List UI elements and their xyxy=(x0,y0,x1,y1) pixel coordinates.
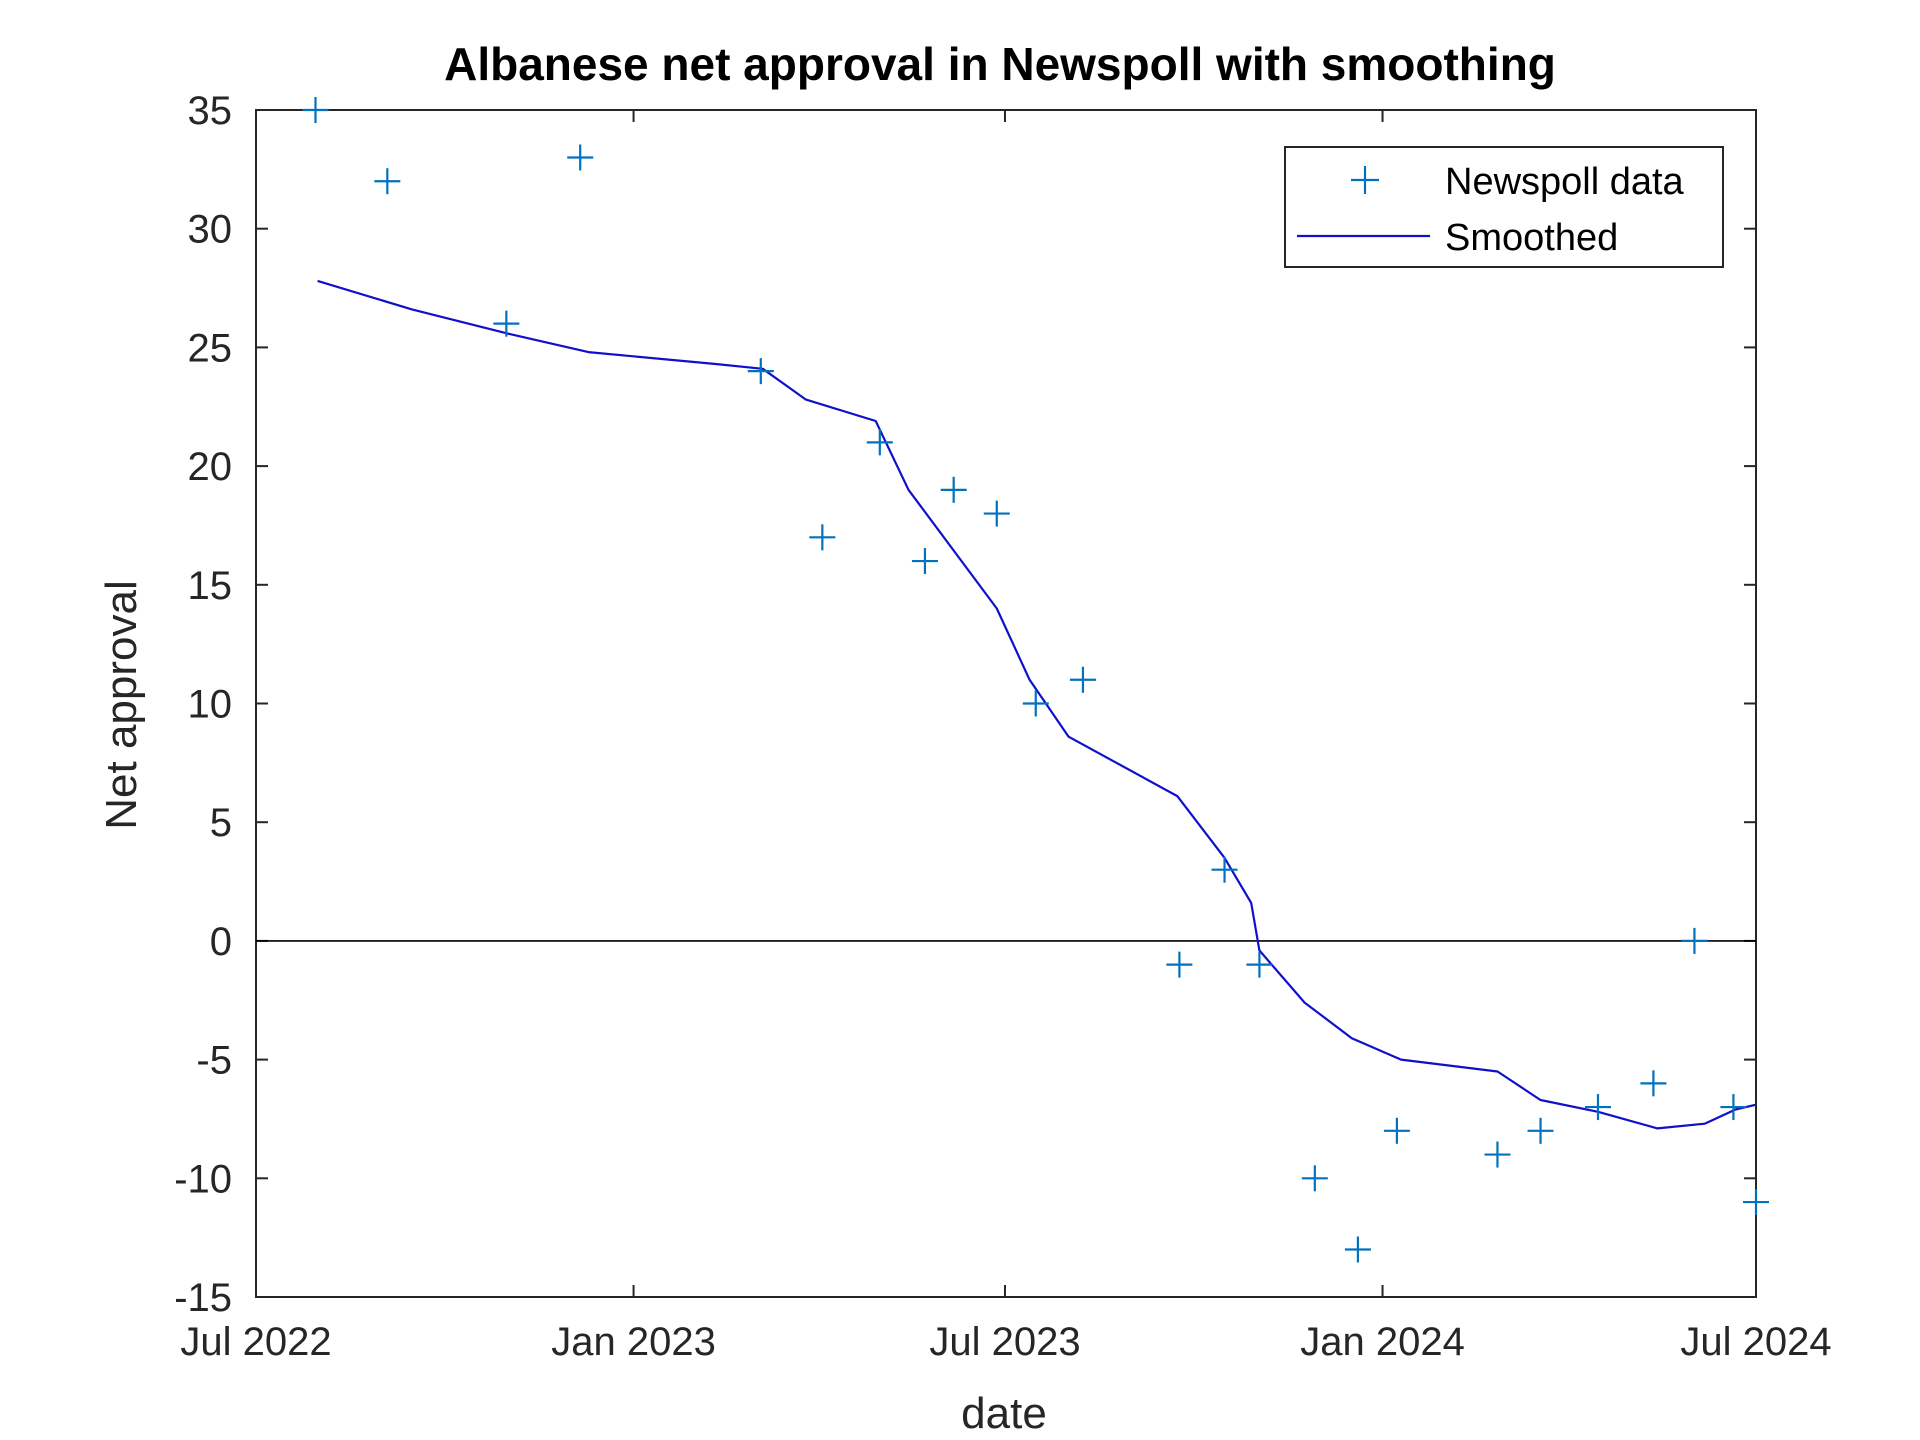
legend-entry-smoothed: Smoothed xyxy=(1297,217,1618,259)
data-point-marker xyxy=(1720,1094,1747,1121)
data-point-marker xyxy=(374,168,401,195)
data-point-marker xyxy=(809,524,836,551)
data-point-marker xyxy=(1022,690,1049,717)
x-tick-label: Jul 2022 xyxy=(180,1320,331,1364)
data-point-marker xyxy=(567,144,594,171)
data-point-marker xyxy=(866,429,893,456)
legend: Newspoll data Smoothed xyxy=(1284,146,1724,268)
data-point-marker xyxy=(302,97,329,123)
y-tick-label: 15 xyxy=(188,564,233,608)
x-tick-label: Jan 2023 xyxy=(551,1320,716,1364)
x-tick-label: Jul 2023 xyxy=(929,1320,1080,1364)
y-tick-label: 10 xyxy=(188,683,233,727)
data-point-marker xyxy=(1344,1236,1371,1263)
data-point-marker xyxy=(983,500,1010,527)
legend-label-newspoll-data: Newspoll data xyxy=(1445,161,1685,203)
data-point-marker xyxy=(747,358,774,385)
y-tick-label: 20 xyxy=(188,445,233,489)
legend-entry-newspoll-data: Newspoll data xyxy=(1351,161,1685,203)
x-axis-label: date xyxy=(961,1389,1047,1438)
y-tick-label: 0 xyxy=(210,920,232,964)
data-point-marker xyxy=(1640,1070,1667,1097)
y-tick-label: 25 xyxy=(188,326,233,370)
legend-label-smoothed: Smoothed xyxy=(1445,217,1618,259)
y-tick-label: 35 xyxy=(188,89,233,133)
data-point-marker xyxy=(1743,1189,1769,1216)
data-point-marker xyxy=(911,548,938,575)
data-point-marker xyxy=(1383,1117,1410,1144)
smoothed-line xyxy=(317,279,1757,1130)
data-point-marker xyxy=(1069,666,1096,693)
data-point-marker xyxy=(1484,1141,1511,1168)
data-point-marker xyxy=(940,476,967,503)
data-point-marker xyxy=(1246,951,1273,978)
y-axis: 35 30 25 20 15 10 5 0 -5 -10 -15 xyxy=(174,89,1756,1320)
data-point-marker xyxy=(1301,1165,1328,1192)
y-tick-label: 5 xyxy=(210,801,232,845)
chart-title: Albanese net approval in Newspoll with s… xyxy=(444,38,1556,90)
y-tick-label: -10 xyxy=(174,1157,232,1201)
y-tick-label: -15 xyxy=(174,1276,232,1320)
data-point-marker xyxy=(1681,927,1708,954)
data-point-marker xyxy=(1211,856,1238,883)
plot-area xyxy=(255,109,1757,1298)
data-point-marker xyxy=(1584,1094,1611,1121)
y-tick-label: 30 xyxy=(188,208,233,252)
data-point-marker xyxy=(1166,951,1193,978)
x-tick-label: Jul 2024 xyxy=(1680,1320,1831,1364)
x-axis: Jul 2022 Jan 2023 Jul 2023 Jan 2024 Jul 2024 xyxy=(180,110,1832,1364)
x-tick-label: Jan 2024 xyxy=(1300,1320,1465,1364)
data-point-marker xyxy=(1527,1117,1554,1144)
legend-box xyxy=(1284,146,1724,268)
y-axis-label: Net approval xyxy=(97,580,146,829)
data-point-marker xyxy=(493,310,520,337)
newspoll-data-series xyxy=(302,97,1769,1263)
y-tick-label: -5 xyxy=(196,1039,232,1083)
smoothed-series xyxy=(317,279,1757,1130)
